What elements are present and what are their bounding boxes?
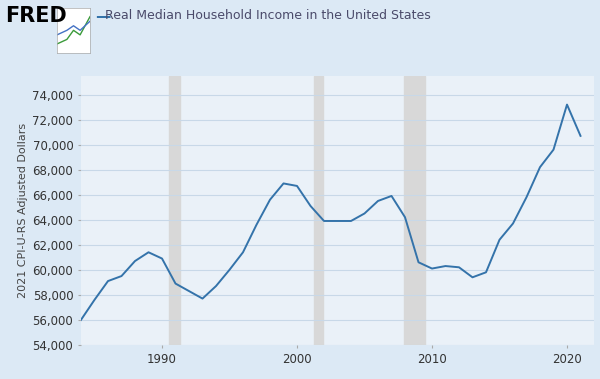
Text: —: —: [95, 9, 110, 25]
Bar: [169, 76, 180, 345]
Text: FRED: FRED: [5, 6, 67, 26]
Y-axis label: 2021 CPI-U-RS Adjusted Dollars: 2021 CPI-U-RS Adjusted Dollars: [19, 123, 28, 298]
Bar: [314, 76, 323, 345]
Text: Real Median Household Income in the United States: Real Median Household Income in the Unit…: [105, 9, 431, 22]
Bar: [404, 76, 425, 345]
